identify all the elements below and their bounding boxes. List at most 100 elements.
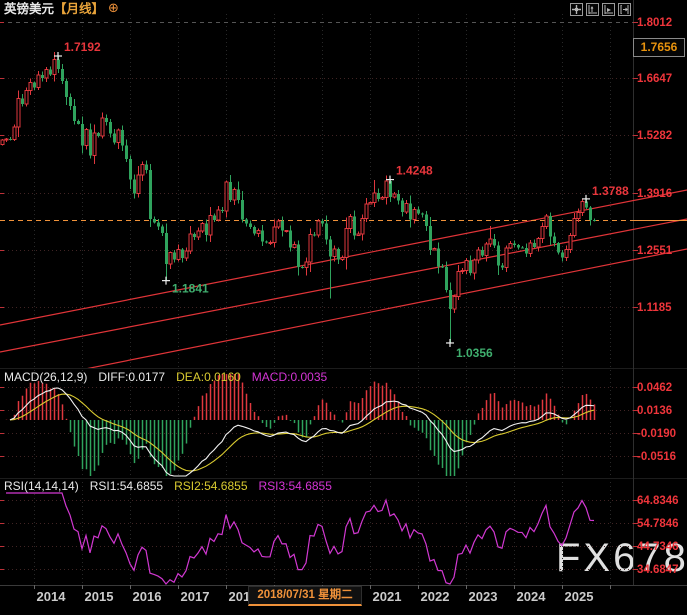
- candle-body-down: [417, 209, 420, 214]
- candle-body-up: [284, 230, 289, 233]
- trendline-channel[interactable]: [0, 189, 687, 386]
- candle-body-down: [421, 213, 424, 215]
- candle-body-down: [297, 244, 300, 268]
- circle-plus-icon[interactable]: ⊕: [108, 0, 119, 15]
- candle-body-up: [84, 129, 89, 146]
- candle-body-down: [281, 220, 284, 231]
- candle-body-down: [425, 214, 428, 227]
- macd-dea-value: DEA:0.0160: [176, 370, 241, 384]
- candle-body-up: [188, 233, 193, 252]
- candle-body-down: [329, 239, 332, 257]
- price-axis-label: 1.2551: [637, 245, 673, 257]
- candle-body-up: [348, 216, 353, 229]
- candle-body-up: [24, 89, 29, 105]
- selected-date-box: 2018/07/31 星期二: [248, 586, 362, 606]
- candle-body-down: [561, 252, 564, 258]
- candle-body-down: [589, 207, 592, 220]
- panel-separators: [0, 0, 687, 589]
- candle-body-up: [568, 234, 573, 251]
- fit-y-axis-icon[interactable]: [586, 3, 599, 16]
- pan-right-icon[interactable]: [618, 3, 631, 16]
- rsi-params-label: RSI(14,14,14): [4, 479, 79, 493]
- candle-body-down: [353, 216, 356, 236]
- candle-body-up: [528, 242, 533, 254]
- candle-body-down: [113, 133, 116, 143]
- candle-body-up: [508, 242, 513, 249]
- year-axis-label: 2022: [421, 589, 450, 604]
- candle-body-up: [356, 233, 361, 236]
- rsi-header: RSI(14,14,14) RSI1:54.6855 RSI2:54.6855 …: [4, 479, 332, 493]
- candle-body-down: [69, 97, 72, 106]
- macd-axis-label: 0.0462: [637, 382, 672, 394]
- candle-body-up: [340, 256, 345, 261]
- period-label: 【月线】: [54, 2, 105, 16]
- candle-body-down: [593, 219, 596, 221]
- fit-x-axis-icon[interactable]: [602, 3, 615, 16]
- candle-body-up: [116, 129, 121, 144]
- candle-body-up: [360, 217, 365, 235]
- year-axis-label: 2025: [565, 589, 594, 604]
- candle-body-up: [460, 269, 465, 273]
- candle-body-down: [325, 223, 328, 240]
- macd-dea-line: [9, 393, 595, 472]
- candle-body-up: [224, 181, 229, 212]
- candle-body-down: [377, 192, 380, 200]
- candle-body-down: [133, 179, 136, 194]
- candle-body-up: [464, 260, 469, 271]
- candle-body-up: [216, 209, 221, 221]
- candle-body-down: [9, 139, 12, 141]
- gridlines: [0, 14, 633, 585]
- candle-body-up: [472, 259, 477, 274]
- candle-body-up: [12, 126, 17, 140]
- candle-body-up: [540, 226, 545, 240]
- candle-body-down: [321, 221, 324, 224]
- candle-body-up: [176, 249, 181, 260]
- trendline[interactable]: [0, 248, 687, 386]
- candle-body-up: [572, 217, 577, 236]
- macd-histogram: [5, 374, 596, 476]
- candle-body-up: [484, 243, 489, 256]
- candlesticks: [0, 52, 596, 343]
- candle-body-up: [372, 192, 377, 203]
- candle-body-up: [0, 139, 5, 146]
- candle-body-up: [92, 132, 97, 157]
- trendline[interactable]: [0, 218, 687, 353]
- price-axis-label: 1.3916: [637, 188, 672, 200]
- rsi-axis-label: 64.8346: [637, 495, 679, 507]
- candle-body-up: [432, 247, 437, 251]
- macd-axis-label: -0.0190: [637, 428, 676, 440]
- candle-body-up: [412, 209, 417, 221]
- candle-body-down: [481, 250, 484, 256]
- candle-body-up: [16, 97, 21, 128]
- candle-body-up: [184, 250, 189, 259]
- candle-body-down: [401, 200, 404, 213]
- candle-body-up: [168, 252, 173, 265]
- candle-body-up: [52, 59, 57, 75]
- macd-diff-line: [9, 387, 595, 477]
- candle-body-down: [57, 59, 60, 70]
- extreme-price-label: 1.0356: [456, 346, 493, 360]
- candle-body-up: [380, 196, 385, 200]
- candle-body-down: [173, 252, 176, 260]
- candle-body-down: [241, 199, 244, 220]
- price-annotations: 1.7192 1.1841 1.4248 1.0356 1.3788: [54, 40, 629, 360]
- extreme-price-label: 1.4248: [396, 164, 433, 178]
- candle-body-up: [452, 295, 457, 310]
- macd-diff-value: DIFF:0.0177: [98, 370, 166, 384]
- candle-body-down: [65, 80, 68, 98]
- candle-body-down: [397, 194, 400, 201]
- candle-body-up: [140, 163, 145, 176]
- candle-body-down: [77, 120, 80, 124]
- rsi1-value: RSI1:54.6855: [89, 479, 164, 493]
- move-icon[interactable]: [570, 3, 583, 16]
- year-axis-label: 2024: [517, 589, 547, 604]
- macd-axis-label: -0.0516: [637, 451, 676, 463]
- candle-body-up: [268, 241, 273, 244]
- fx678-watermark: FX678: [556, 536, 687, 580]
- candle-body-down: [449, 289, 452, 309]
- candle-body-down: [249, 223, 252, 227]
- candle-body-down: [213, 215, 216, 221]
- price-axis-label: 1.6647: [637, 73, 672, 85]
